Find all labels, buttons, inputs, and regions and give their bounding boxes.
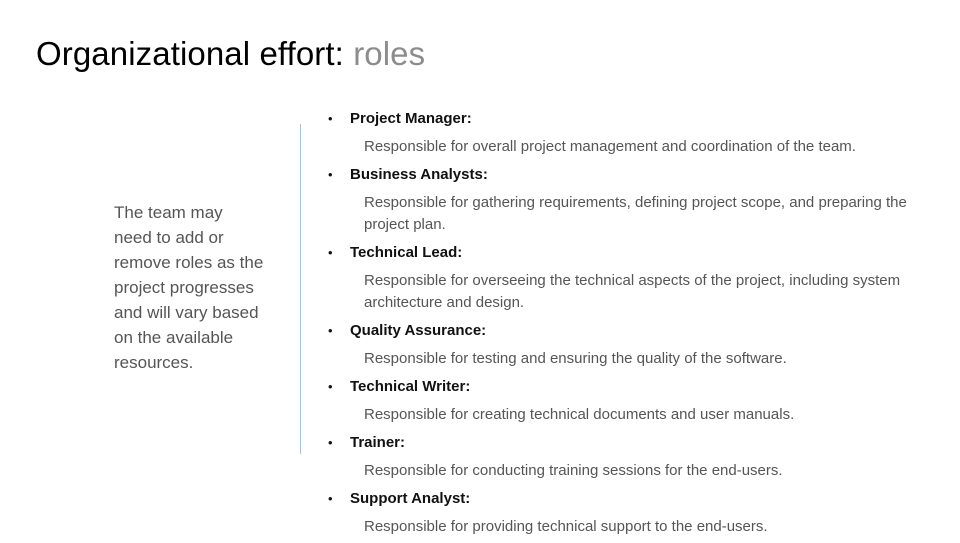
role-name: Project Manager: [350,110,472,127]
role-name: Quality Assurance: [350,322,487,339]
bullet-icon: • [328,245,333,260]
role-description: Responsible for testing and ensuring the… [364,350,787,367]
role-name: Business Analysts: [350,166,488,183]
role-name: Trainer: [350,434,406,451]
role-item: • Quality Assurance: Responsible for test… [328,319,928,375]
role-description: Responsible for overall project manageme… [364,138,856,155]
role-item: • Project Manager: Responsible for overal… [328,107,928,163]
role-item: • Technical Writer: Responsible for creat… [328,375,928,431]
bullet-icon: • [328,379,333,394]
slide-title-main: Organizational effort: [36,35,354,72]
role-name: Technical Writer: [350,378,471,395]
role-description: Responsible for conducting training sess… [364,462,783,479]
role-description: Responsible for gathering requirements, … [364,194,907,233]
bullet-icon: • [328,491,333,506]
bullet-icon: • [328,435,333,450]
bullet-icon: • [328,323,333,338]
slide-title-accent: roles [353,35,426,72]
role-item: • Technical Lead: Responsible for oversee… [328,241,928,319]
role-description: Responsible for providing technical supp… [364,518,768,535]
role-description: Responsible for creating technical docum… [364,406,795,423]
roles-list: • Project Manager: Responsible for overal… [328,107,928,543]
role-item: • Support Analyst: Responsible for provid… [328,487,928,543]
side-note: The team may need to add or remove roles… [114,203,264,372]
bullet-icon: • [328,167,333,182]
role-description: Responsible for overseeing the technical… [364,272,901,311]
role-name: Support Analyst: [350,490,471,507]
role-name: Technical Lead: [350,244,463,261]
role-item: • Trainer: Responsible for conducting tra… [328,431,928,487]
bullet-icon: • [328,111,333,126]
slide-title: Organizational effort: roles [36,32,425,76]
role-item: • Business Analysts: Responsible for gath… [328,163,928,241]
vertical-divider [300,124,301,454]
